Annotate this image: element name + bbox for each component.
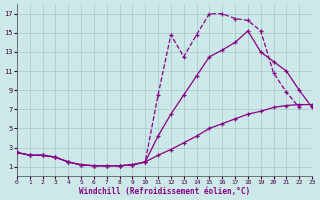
X-axis label: Windchill (Refroidissement éolien,°C): Windchill (Refroidissement éolien,°C) bbox=[79, 187, 250, 196]
